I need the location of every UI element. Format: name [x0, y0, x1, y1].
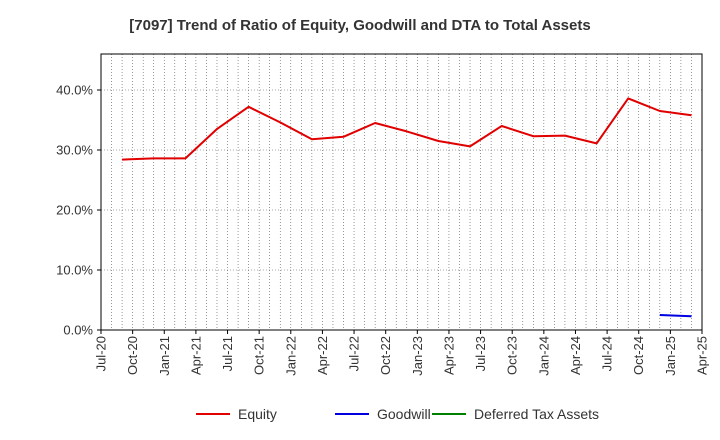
chart-title: [7097] Trend of Ratio of Equity, Goodwil…	[129, 17, 590, 34]
x-tick-label: Apr-23	[441, 336, 456, 375]
x-tick-label: Jul-24	[600, 336, 615, 371]
y-axis-ticks: 0.0% 10.0% 20.0% 30.0% 40.0%	[56, 83, 101, 338]
y-tick-label: 40.0%	[56, 83, 93, 98]
x-tick-label: Jul-22	[347, 336, 362, 371]
x-tick-label: Jan-24	[536, 336, 551, 376]
series-layer	[122, 97, 692, 318]
goodwill-legend-label: Goodwill	[377, 406, 431, 422]
x-tick-label: Apr-25	[695, 336, 710, 375]
plot-frame	[100, 53, 703, 331]
y-tick-label: 30.0%	[56, 143, 93, 158]
x-tick-label: Oct-22	[378, 336, 393, 375]
x-tick-label: Apr-24	[568, 336, 583, 375]
x-tick-label: Jan-21	[157, 336, 172, 376]
x-tick-label: Jan-23	[410, 336, 425, 376]
x-tick-label: Jul-23	[473, 336, 488, 371]
y-tick-label: 10.0%	[56, 263, 93, 278]
y-tick-label: 0.0%	[63, 323, 93, 338]
grid-layer	[101, 54, 702, 330]
deferred-tax-assets-legend-label: Deferred Tax Assets	[474, 406, 599, 422]
legend: Equity Goodwill Deferred Tax Assets	[196, 406, 599, 422]
x-tick-label: Jul-21	[220, 336, 235, 371]
x-tick-label: Jan-22	[283, 336, 298, 376]
x-tick-label: Apr-21	[188, 336, 203, 375]
x-tick-label: Jul-20	[94, 336, 109, 371]
y-tick-label: 20.0%	[56, 203, 93, 218]
x-tick-label: Oct-23	[505, 336, 520, 375]
x-tick-label: Oct-21	[252, 336, 267, 375]
x-tick-label: Jan-25	[663, 336, 678, 376]
x-tick-label: Oct-24	[631, 336, 646, 375]
x-tick-label: Oct-20	[125, 336, 140, 375]
equity-legend-label: Equity	[238, 406, 277, 422]
x-axis-ticks: Jul-20 Oct-20 Jan-21 Apr-21 Jul-21 Oct-21 Jan-…	[94, 330, 710, 376]
goodwill-series-line	[659, 314, 692, 318]
x-tick-label: Apr-22	[315, 336, 330, 375]
